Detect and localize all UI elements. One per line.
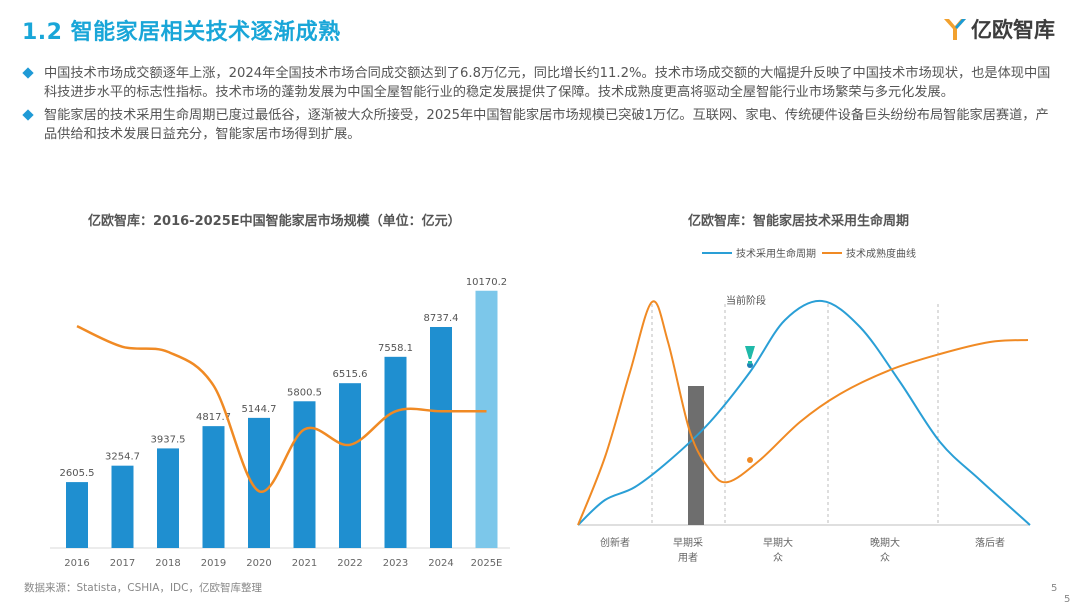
legend-label-maturity: 技术成熟度曲线 [846, 247, 916, 260]
exclamation-dot-icon [748, 361, 752, 364]
bar-value-label: 5144.7 [242, 404, 277, 415]
bar-value-label: 3937.5 [151, 434, 186, 445]
market-size-bar-chart: 2605.5 2016 3254.7 2017 3937.5 2018 4817.7 2019… [50, 277, 510, 569]
bar-value-label: 4817.7 [196, 412, 231, 423]
bar-value-label: 5800.5 [287, 387, 322, 398]
x-tick-label: 2017 [110, 558, 135, 569]
logo-text: 亿欧智库 [971, 18, 1055, 42]
exclamation-marker-icon [745, 346, 755, 359]
x-tick-label: 2021 [292, 558, 317, 569]
x-tick-label: 2024 [428, 558, 453, 569]
diamond-bullet-icon [22, 67, 34, 79]
growth-line [76, 324, 487, 493]
bar-value-label: 7558.1 [378, 343, 413, 354]
bar-chart-title: 亿欧智库：2016-2025E中国智能家居市场规模（单位：亿元） [88, 214, 461, 229]
diamond-bullet-icon [22, 109, 34, 121]
stage-label: 晚期大众 [870, 536, 900, 564]
bar-value-label: 6515.6 [333, 369, 368, 380]
stage-label: 创新者 [600, 536, 630, 549]
x-tick-label: 2019 [201, 558, 226, 569]
bar [111, 465, 134, 548]
bar [293, 401, 316, 548]
lifecycle-curve [577, 299, 1031, 526]
bullet-item: 中国技术市场成交额逐年上涨，2024年全国技术市场合同成交额达到了6.8万亿元，… [22, 64, 1054, 102]
bar [339, 383, 361, 548]
bullet-text: 智能家居的技术采用生命周期已度过最低谷，逐渐被大众所接受，2025年中国智能家居… [44, 108, 1049, 142]
bar-value-label: 8737.4 [424, 313, 459, 324]
maturity-curve [577, 300, 1029, 526]
logo-icon [944, 19, 966, 40]
page-number-secondary: 5 [1064, 594, 1071, 605]
page-title: 1.2 智能家居相关技术逐渐成熟 [22, 20, 341, 45]
stage-label: 早期采用者 [673, 537, 703, 564]
bullet-list: 中国技术市场成交额逐年上涨，2024年全国技术市场合同成交额达到了6.8万亿元，… [22, 64, 1054, 148]
bar [430, 326, 452, 548]
bar [475, 290, 498, 548]
x-tick-label: 2018 [155, 558, 180, 569]
bar-value-label: 2605.5 [60, 468, 95, 479]
legend-label-lifecycle: 技术采用生命周期 [736, 247, 816, 260]
bar [66, 482, 88, 548]
bar-value-label: 3254.7 [105, 452, 140, 463]
lifecycle-chart-title: 亿欧智库：智能家居技术采用生命周期 [688, 214, 910, 229]
current-stage-label: 当前阶段 [726, 294, 766, 307]
data-source: 数据来源：Statista，CSHIA，IDC，亿欧智库整理 [24, 582, 262, 594]
stage-label: 落后者 [975, 537, 1005, 549]
x-tick-label: 2020 [246, 558, 271, 569]
stage-label: 早期大众 [763, 536, 793, 564]
current-point-maturity [747, 457, 753, 463]
x-tick-label: 2025E [471, 558, 503, 569]
bar [384, 356, 407, 548]
bullet-item: 智能家居的技术采用生命周期已度过最低谷，逐渐被大众所接受，2025年中国智能家居… [22, 106, 1054, 144]
bar [202, 426, 225, 548]
bullet-text: 中国技术市场成交额逐年上涨，2024年全国技术市场合同成交额达到了6.8万亿元，… [44, 66, 1051, 100]
page-number: 5 [1051, 583, 1058, 594]
x-tick-label: 2016 [64, 558, 89, 569]
bar [157, 448, 179, 548]
x-tick-label: 2022 [337, 558, 362, 569]
x-tick-label: 2023 [383, 558, 408, 569]
logo: 亿欧智库 [942, 14, 1055, 44]
bar-value-label: 10170.2 [466, 277, 507, 288]
chasm-bar [688, 386, 704, 525]
bar [248, 417, 270, 548]
